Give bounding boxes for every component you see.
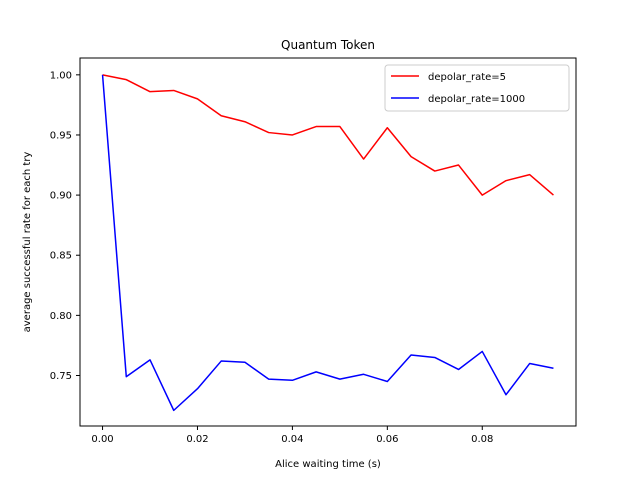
y-tick-label: 0.75 (50, 371, 72, 382)
series-lines (101, 74, 554, 412)
y-tick-label: 0.90 (50, 191, 72, 202)
legend-label-depolar-1000: depolar_rate=1000 (428, 94, 525, 105)
x-tick-label: 0.04 (281, 434, 303, 445)
y-tick-label: 0.95 (50, 130, 72, 141)
y-tick-label: 1.00 (50, 70, 72, 81)
x-tick-label: 0.02 (186, 434, 208, 445)
chart-title: Quantum Token (281, 38, 375, 52)
series-line-depolar-1000 (101, 74, 554, 412)
plot-area (79, 57, 577, 427)
legend-label-depolar-5: depolar_rate=5 (428, 72, 506, 83)
x-tick-label: 0.06 (376, 434, 398, 445)
x-axis-label: Alice waiting time (s) (275, 459, 381, 470)
series-line-depolar-5 (102, 74, 554, 196)
x-tick-label: 0.08 (471, 434, 493, 445)
x-axis: 0.00 0.02 0.04 0.06 0.08 (91, 426, 493, 445)
legend: depolar_rate=5 depolar_rate=1000 (384, 64, 570, 112)
y-axis-label: average successful rate for each try (22, 152, 33, 333)
x-tick-label: 0.00 (91, 434, 113, 445)
legend-box (384, 64, 570, 112)
y-axis: 0.75 0.80 0.85 0.90 0.95 1.00 (50, 70, 80, 382)
y-tick-label: 0.85 (50, 251, 72, 262)
y-tick-label: 0.80 (50, 311, 72, 322)
